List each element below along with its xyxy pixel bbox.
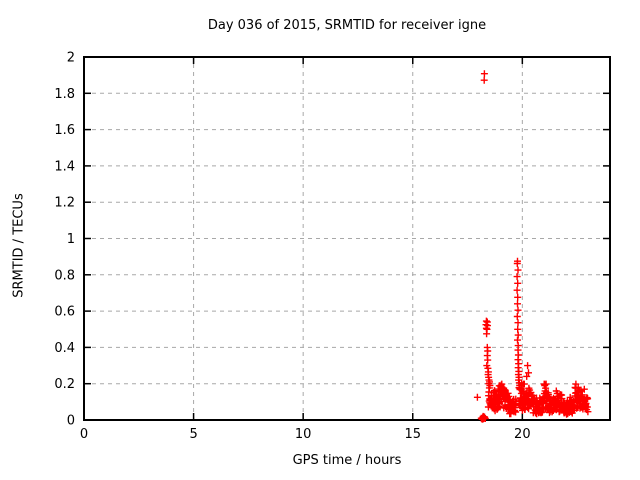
y-tick-label: 1 — [67, 232, 75, 247]
y-tick-label: 1.2 — [54, 196, 75, 211]
chart-title: Day 036 of 2015, SRMTID for receiver ign… — [207, 18, 487, 33]
y-tick-label: 0.4 — [54, 341, 75, 356]
x-tick-label: 15 — [404, 427, 421, 442]
x-tick-label: 10 — [295, 427, 312, 442]
y-tick-label: 1.8 — [54, 87, 75, 102]
scatter-points — [473, 70, 592, 423]
y-tick-label: 0 — [67, 414, 75, 429]
x-axis-label: GPS time / hours — [292, 453, 402, 468]
y-tick-label: 2 — [67, 51, 75, 66]
y-tick-label: 0.2 — [54, 377, 75, 392]
y-tick-label: 0.8 — [54, 268, 75, 283]
x-tick-label: 5 — [189, 427, 197, 442]
y-tick-label: 1.6 — [54, 123, 75, 138]
y-tick-label: 0.6 — [54, 305, 75, 320]
x-tick-label: 0 — [80, 427, 88, 442]
y-tick-label: 1.4 — [54, 159, 75, 174]
x-tick-label: 20 — [514, 427, 531, 442]
